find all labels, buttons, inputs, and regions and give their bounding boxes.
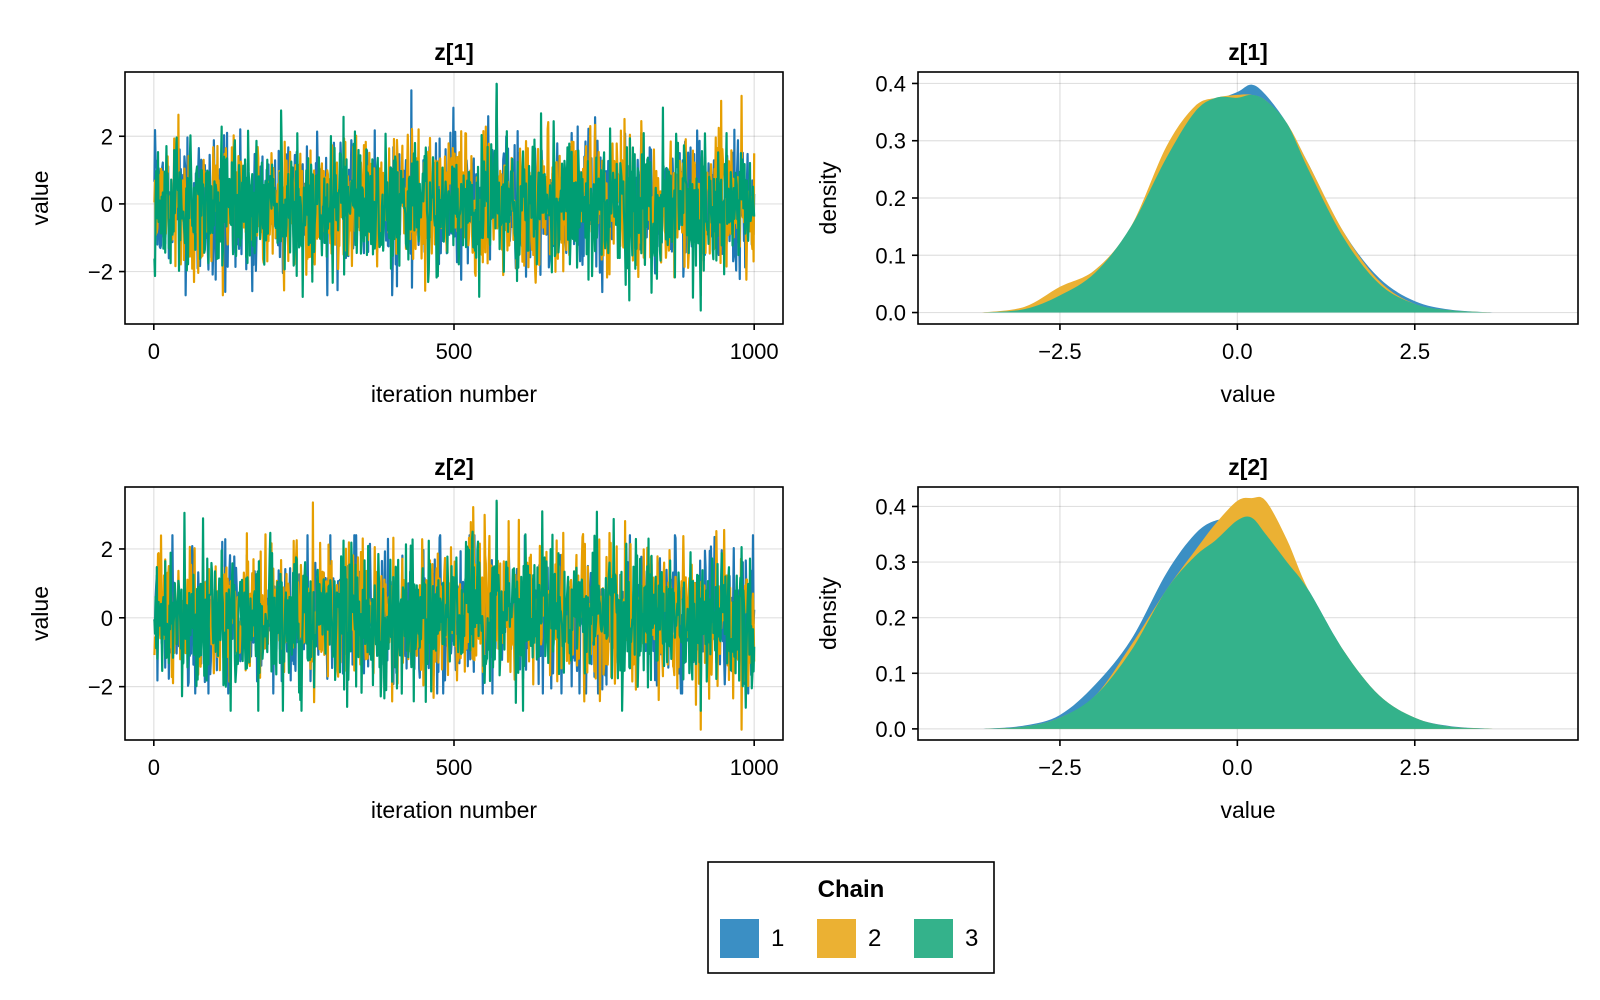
y-tick-label: 0 [101,606,113,631]
panel-4: −2.5 0.0 2.5 0.0 0.1 0.2 0.3 0.4 z[2] value densit… [815,454,1579,823]
x-tick-label: 2.5 [1399,339,1430,364]
y-tick-label: 0 [101,192,113,217]
y-tick-label: 2 [101,124,113,149]
panel-title: z[2] [434,454,474,480]
x-axis-label: iteration number [371,797,538,823]
x-tick-label: −2.5 [1038,339,1081,364]
legend: Chain 1 2 3 [707,861,995,974]
trace-series-3 [153,499,756,712]
x-tick-label: 0 [148,755,160,780]
y-tick-label: 0.0 [875,301,906,326]
y-tick-label: 0.1 [875,661,906,686]
plot-area [981,84,1493,313]
legend-label-3: 3 [965,925,978,952]
legend-label-1: 1 [771,925,784,952]
y-axis-label: density [815,161,841,234]
y-tick-label: 0.1 [875,243,906,268]
y-tick-label: 0.3 [875,550,906,575]
y-axis-label: value [27,171,53,226]
x-axis-label: value [1221,381,1276,407]
panel-1: 0 500 1000 −2 0 2 z[1] iteration number value [27,39,784,407]
trace-series-3 [153,82,756,312]
panel-title: z[2] [1228,454,1268,480]
x-axis-label: value [1221,797,1276,823]
x-tick-label: 1000 [730,755,779,780]
y-tick-label: −2 [88,675,113,700]
plot-area [153,82,756,312]
x-tick-label: −2.5 [1038,755,1081,780]
x-axis-label: iteration number [371,381,538,407]
x-tick-label: 1000 [730,339,779,364]
x-tick-label: 500 [436,339,473,364]
plot-area [981,496,1493,729]
legend-swatch-1 [720,919,759,958]
legend-label-2: 2 [868,925,881,952]
x-tick-label: 0 [148,339,160,364]
y-tick-label: 0.3 [875,129,906,154]
legend-title: Chain [818,876,885,903]
y-tick-label: 0.4 [875,494,906,519]
panel-2: −2.5 0.0 2.5 0.0 0.1 0.2 0.3 0.4 z[1] value densit… [815,39,1579,407]
legend-swatch-3 [914,919,953,958]
panel-title: z[1] [434,39,474,65]
plot-area [153,499,756,731]
y-tick-label: 0.2 [875,606,906,631]
y-axis-label: value [27,586,53,641]
panel-3: 0 500 1000 −2 0 2 z[2] iteration number value [27,454,784,823]
density-series-3 [981,94,1493,313]
y-tick-label: 0.2 [875,186,906,211]
y-tick-label: −2 [88,260,113,285]
panel-title: z[1] [1228,39,1268,65]
y-axis-label: density [815,577,841,650]
legend-entries: 1 2 3 [720,919,978,958]
y-tick-label: 2 [101,537,113,562]
y-tick-label: 0.0 [875,717,906,742]
x-tick-label: 2.5 [1399,755,1430,780]
y-tick-label: 0.4 [875,71,906,96]
x-tick-label: 0.0 [1222,339,1253,364]
axes-frame [917,486,1579,741]
density-series-3 [981,516,1493,729]
x-tick-label: 0.0 [1222,755,1253,780]
x-tick-label: 500 [436,755,473,780]
legend-swatch-2 [817,919,856,958]
